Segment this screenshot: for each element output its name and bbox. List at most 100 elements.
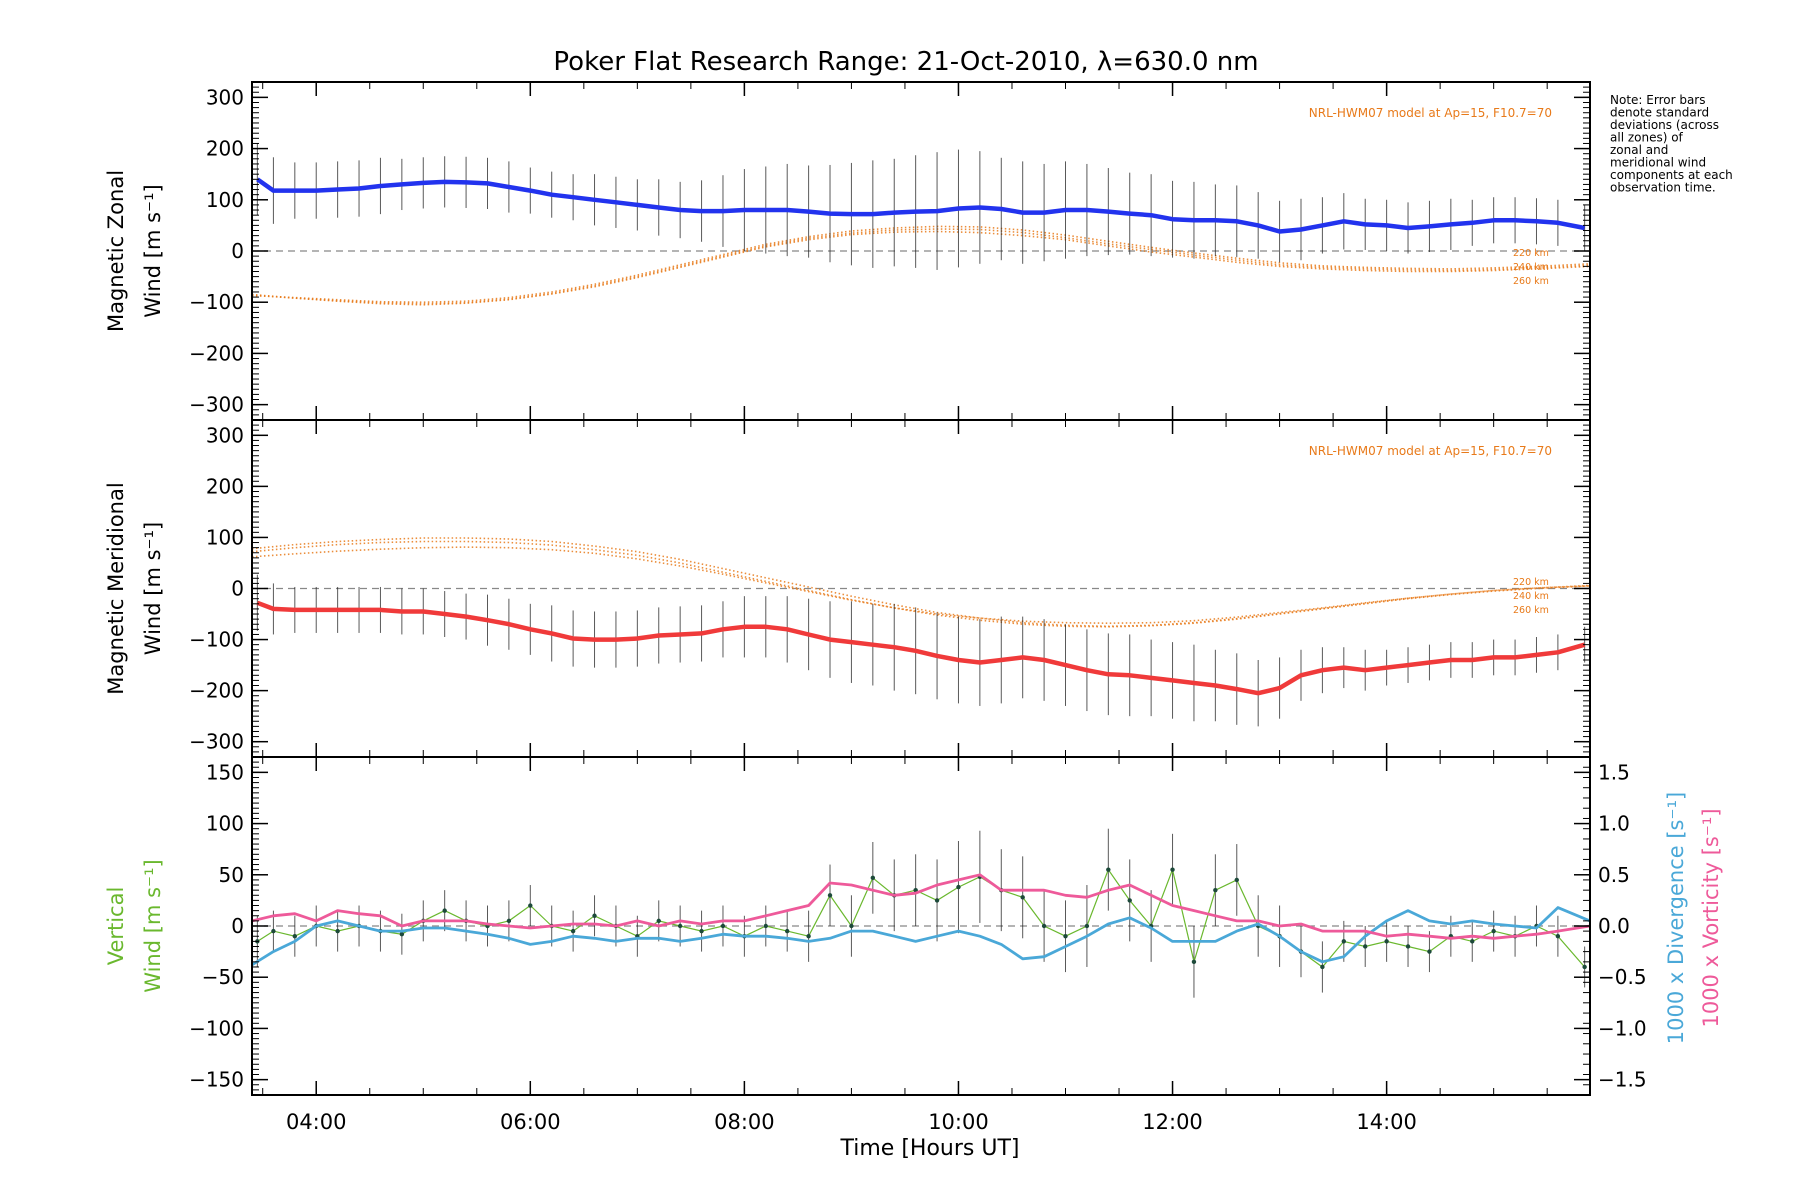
vertical-wind-point xyxy=(1106,867,1111,872)
y-tick-label: 100 xyxy=(206,812,244,836)
divergence-line xyxy=(251,906,1591,967)
panel-frame xyxy=(251,81,1591,421)
y-tick-label: 100 xyxy=(206,188,244,212)
y-tick-label: 300 xyxy=(206,85,244,109)
model-label: NRL-HWM07 model at Ap=15, F10.7=70 xyxy=(1309,444,1552,458)
vertical-wind-point xyxy=(1582,964,1587,970)
model-altitude-label: 240 km xyxy=(1513,591,1549,602)
y-tick-label: 150 xyxy=(206,760,244,784)
note-line: zonal and xyxy=(1610,143,1668,157)
vertical-wind-point xyxy=(806,934,811,939)
model-curve xyxy=(251,225,1591,304)
note-line: components at each xyxy=(1610,168,1733,182)
vertical-wind-point xyxy=(292,934,298,939)
x-tick-label: 12:00 xyxy=(1142,1110,1203,1134)
panels: NRL-HWM07 model at Ap=15, F10.7=70 220 km… xyxy=(104,81,1723,1161)
vertical-wind-point xyxy=(1555,934,1561,939)
note-line: observation time. xyxy=(1610,181,1716,195)
note-line: deviations (across xyxy=(1610,118,1719,132)
x-tick-label: 06:00 xyxy=(500,1110,561,1134)
vertical-wind-point xyxy=(570,928,576,934)
vertical-wind-point xyxy=(1320,964,1325,970)
vertical-wind-point xyxy=(656,918,661,924)
vertical-wind-point xyxy=(1063,934,1068,939)
error-bar-note: Note: Error bars denote standard deviation… xyxy=(1610,93,1733,195)
model-altitude-label: 260 km xyxy=(1513,276,1549,287)
vertical-wind-point xyxy=(1020,895,1025,900)
vertical-wind-point xyxy=(271,928,276,934)
vertical-wind-point xyxy=(528,903,533,908)
vertical-wind-point xyxy=(699,928,704,934)
vertical-wind-point xyxy=(934,898,940,903)
vertical-wind-point xyxy=(399,931,405,937)
note-text: Note: Error bars denote standard deviation… xyxy=(1610,93,1733,195)
x-tick-label: 14:00 xyxy=(1356,1110,1417,1134)
y-tick-label: −100 xyxy=(189,628,244,652)
vertical-wind-point xyxy=(506,918,512,924)
model-altitude-label: 240 km xyxy=(1513,262,1549,273)
y2-tick-label: −0.5 xyxy=(1598,965,1647,989)
model-curve xyxy=(251,228,1591,305)
vertical-wind-point xyxy=(1084,923,1090,929)
vorticity-axis-label: 1000 x Vorticity [s⁻¹] xyxy=(1699,808,1723,1027)
zonal-wind-line xyxy=(256,177,1586,234)
y2-tick-label: 0.0 xyxy=(1598,914,1630,938)
x-tick-label: 08:00 xyxy=(714,1110,775,1134)
vertical-wind-point xyxy=(1491,928,1496,934)
panel-vertical: −1.5 −1.0 −0.5 0.0 0.5 1.0 1.5 1000 x Divergenc… xyxy=(104,756,1723,1161)
model-altitude-label: 220 km xyxy=(1513,248,1549,259)
x-axis-label: Time [Hours UT] xyxy=(840,1136,1020,1161)
vertical-wind-point xyxy=(1213,887,1218,893)
model-curve xyxy=(251,546,1591,625)
y-tick-label: 0 xyxy=(231,239,244,263)
vertical-wind-point xyxy=(720,923,726,929)
y-tick-label: 200 xyxy=(206,474,244,498)
y-tick-label: −300 xyxy=(189,393,244,417)
vorticity-line xyxy=(251,873,1591,940)
vertical-wind-point xyxy=(1341,939,1347,944)
panel-zonal: NRL-HWM07 model at Ap=15, F10.7=70 220 km… xyxy=(104,81,1591,421)
y-tick-label: 300 xyxy=(206,423,244,447)
y-tick-label: 100 xyxy=(206,525,244,549)
y-axis-label-line1: Magnetic Meridional xyxy=(104,482,128,694)
vertical-wind-point xyxy=(1405,944,1411,949)
vertical-wind-point xyxy=(1041,923,1047,929)
vertical-wind-point xyxy=(442,908,447,913)
x-tick-label: 04:00 xyxy=(286,1110,347,1134)
panel-frame xyxy=(251,419,1591,758)
y-tick-label: −200 xyxy=(189,679,244,703)
vertical-wind-line xyxy=(257,867,1586,968)
vertical-wind-point xyxy=(1127,898,1132,903)
vertical-wind-point xyxy=(827,893,833,898)
x-tick-label: 10:00 xyxy=(928,1110,989,1134)
y-tick-label: 200 xyxy=(206,137,244,161)
y-tick-label: 0 xyxy=(231,914,244,938)
y2-tick-label: 1.5 xyxy=(1598,760,1630,784)
note-line: denote standard xyxy=(1610,106,1709,120)
y-tick-label: 50 xyxy=(219,863,244,887)
vertical-wind-point xyxy=(1191,959,1197,965)
y-tick-label: −200 xyxy=(189,341,244,365)
y-tick-label: −150 xyxy=(189,1068,244,1092)
y-tick-label: −100 xyxy=(189,290,244,314)
panel-frame xyxy=(251,756,1591,1096)
y2-tick-label: −1.5 xyxy=(1598,1068,1647,1092)
y-tick-label: −100 xyxy=(189,1016,244,1040)
y-axis-label-line2: Wind [m s⁻¹] xyxy=(141,859,165,992)
divergence-axis-label: 1000 x Divergence [s⁻¹] xyxy=(1664,792,1688,1044)
y2-tick-label: 1.0 xyxy=(1598,812,1630,836)
model-altitude-label: 220 km xyxy=(1513,577,1549,588)
y-axis-label-line1: Vertical xyxy=(104,887,128,966)
vertical-wind-point xyxy=(1470,939,1475,944)
vertical-wind-point xyxy=(956,884,961,890)
vertical-wind-point xyxy=(335,928,340,934)
vertical-wind-point xyxy=(785,928,790,934)
vertical-wind-point xyxy=(1427,949,1432,954)
y-tick-label: −300 xyxy=(189,730,244,754)
vertical-wind-point xyxy=(1170,867,1175,872)
note-line: meridional wind xyxy=(1610,156,1706,170)
vertical-wind-point xyxy=(1384,939,1389,944)
y-axis-label-line2: Wind [m s⁻¹] xyxy=(141,522,165,655)
y2-tick-label: −1.0 xyxy=(1598,1016,1647,1040)
